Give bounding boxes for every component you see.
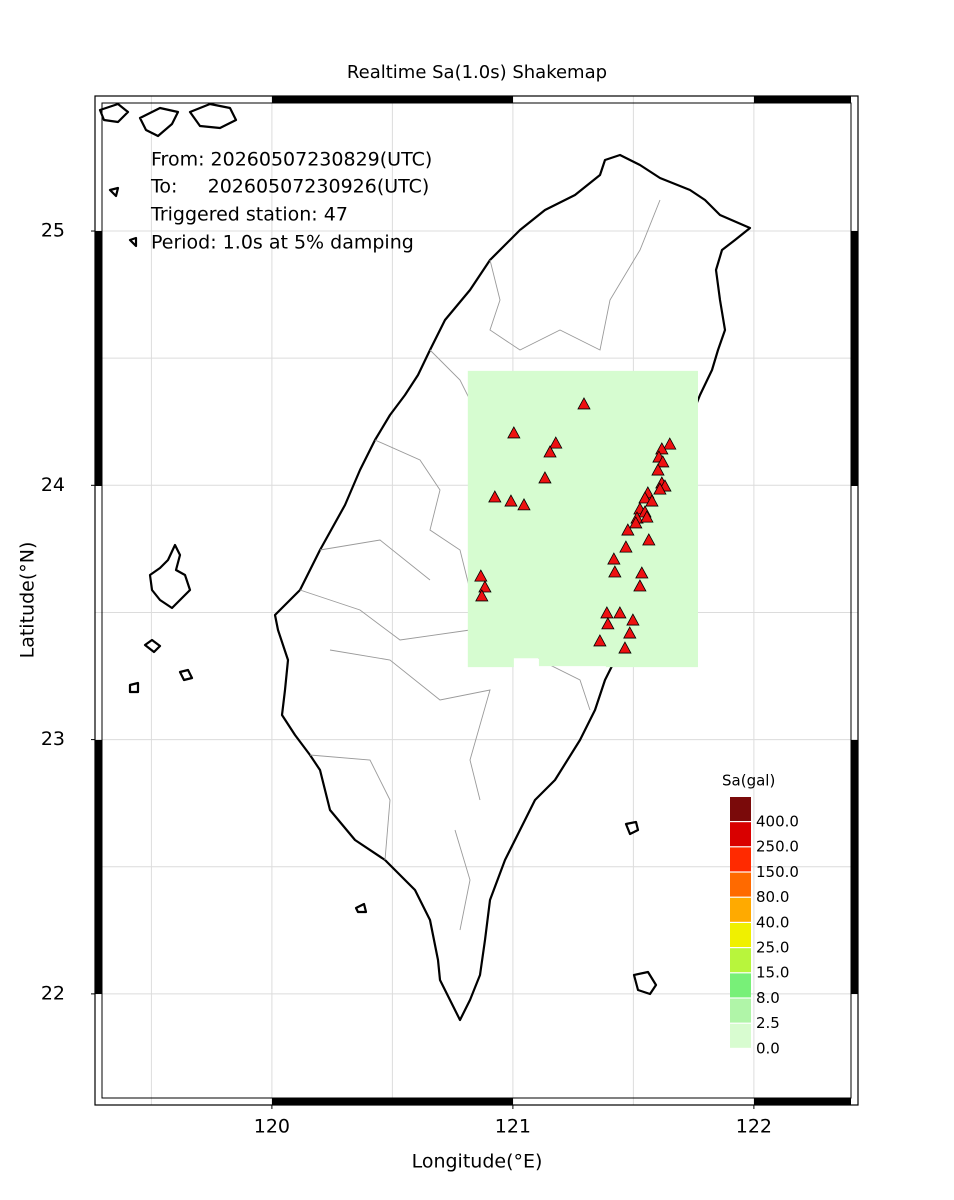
station <box>577 397 591 410</box>
station <box>656 455 670 468</box>
station <box>478 580 492 593</box>
legend-swatch <box>730 973 751 998</box>
station <box>549 436 563 449</box>
x-axis-label: Longitude(°E) <box>412 1151 543 1173</box>
x-tick-label: 121 <box>495 1116 531 1138</box>
station <box>593 634 607 647</box>
legend-swatch <box>730 872 751 897</box>
station <box>640 510 654 523</box>
station <box>623 626 637 639</box>
frame-bar <box>754 96 851 103</box>
legend-label: 400.0 <box>756 813 799 831</box>
liuqiu <box>354 902 368 914</box>
info-stations: Triggered station: 47 <box>150 204 348 226</box>
legend-label: 2.5 <box>756 1014 780 1032</box>
station <box>638 491 652 504</box>
y-tick-label: 23 <box>41 728 65 750</box>
station <box>621 523 635 536</box>
legend: 400.0 250.0 150.0 80.0 40.0 25.0 15.0 8.0 2.5 0.0 <box>730 797 799 1057</box>
legend-label: 40.0 <box>756 913 789 931</box>
shaded-area <box>467 370 698 668</box>
station <box>538 471 552 484</box>
taiwan-coast <box>273 153 752 1022</box>
y-axis-label: Latitude(°N) <box>17 542 39 659</box>
legend-swatch <box>730 897 751 922</box>
legend-swatch <box>730 797 751 821</box>
legend-swatch <box>730 923 751 947</box>
kinmen-matsu <box>98 102 238 248</box>
frame-bar <box>851 231 858 486</box>
station <box>601 617 615 630</box>
x-tick-label: 122 <box>736 1116 772 1138</box>
y-tick-label: 24 <box>41 474 65 496</box>
station <box>600 606 614 619</box>
legend-swatch <box>730 847 751 872</box>
frame-bars <box>95 96 858 1105</box>
legend-swatch <box>730 998 751 1023</box>
legend-label: 80.0 <box>756 888 789 906</box>
legend-label: 25.0 <box>756 939 789 957</box>
legend-label: 0.0 <box>756 1039 780 1057</box>
legend-label: 15.0 <box>756 964 789 982</box>
shaded-layer <box>467 370 698 668</box>
legend-swatch <box>730 948 751 973</box>
station <box>651 463 665 476</box>
station <box>626 613 640 626</box>
station <box>488 490 502 503</box>
station <box>607 552 621 565</box>
station <box>645 494 659 507</box>
station <box>475 589 489 602</box>
legend-swatch <box>730 822 751 847</box>
info-period: Period: 1.0s at 5% damping <box>151 232 414 254</box>
station <box>613 606 627 619</box>
legend-swatch <box>730 1023 751 1048</box>
station <box>663 437 677 450</box>
stations <box>474 397 677 654</box>
x-tick-label: 120 <box>254 1116 290 1138</box>
y-tick-label: 25 <box>41 220 65 242</box>
frame-bar <box>272 96 513 103</box>
frame-bar <box>851 740 858 994</box>
green-island <box>624 820 640 836</box>
map-title: Realtime Sa(1.0s) Shakemap <box>347 62 607 83</box>
station <box>517 498 531 511</box>
legend-label: 8.0 <box>756 989 780 1007</box>
legend-title: Sa(gal) <box>722 772 775 790</box>
info-to: To: 20260507230926(UTC) <box>150 176 429 198</box>
station <box>507 426 521 439</box>
station <box>619 540 633 553</box>
station <box>543 445 557 458</box>
station <box>633 579 647 592</box>
penghu <box>128 543 194 694</box>
station <box>474 569 488 582</box>
station <box>618 641 632 654</box>
legend-label: 150.0 <box>756 863 799 881</box>
frame-bar <box>754 1098 851 1105</box>
frame-bar <box>95 740 102 994</box>
frame-bar <box>272 1098 513 1105</box>
station <box>635 566 649 579</box>
orchid-island <box>632 970 658 996</box>
y-tick-label: 22 <box>41 982 65 1004</box>
info-from: From: 20260507230829(UTC) <box>151 149 432 171</box>
station <box>642 533 656 546</box>
frame-bar <box>95 231 102 486</box>
station <box>608 565 622 578</box>
station <box>653 482 667 495</box>
station <box>504 494 518 507</box>
station <box>629 516 643 529</box>
legend-label: 250.0 <box>756 838 799 856</box>
